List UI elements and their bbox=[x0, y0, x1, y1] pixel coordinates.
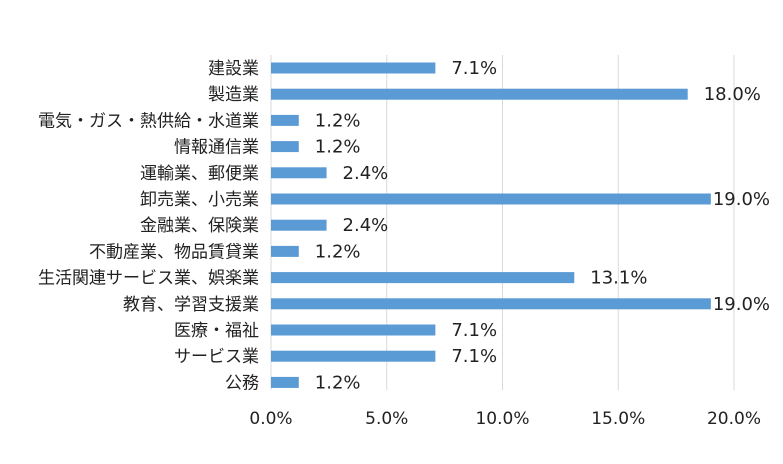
bar bbox=[271, 88, 688, 100]
value-label: 19.0% bbox=[713, 189, 770, 210]
x-tick-label: 15.0% bbox=[591, 409, 645, 429]
category-label: 公務 bbox=[225, 373, 259, 393]
x-tick-label: 5.0% bbox=[365, 409, 408, 429]
category-label: 建設業 bbox=[208, 59, 259, 79]
category-labels: 建設業製造業電気・ガス・熱供給・水道業情報通信業運輸業、郵便業卸売業、小売業金融… bbox=[38, 59, 259, 393]
x-tick-label: 0.0% bbox=[249, 409, 292, 429]
bar bbox=[271, 219, 327, 231]
x-tick-label: 10.0% bbox=[475, 409, 529, 429]
category-label: 不動産業、物品賃貸業 bbox=[89, 242, 259, 262]
bar bbox=[271, 245, 299, 257]
x-axis-ticks: 0.0% 5.0% 10.0% 15.0% 20.0% bbox=[249, 409, 761, 429]
bar bbox=[271, 298, 711, 310]
value-label: 2.4% bbox=[343, 215, 389, 236]
x-tick-label: 20.0% bbox=[707, 409, 761, 429]
category-label: 電気・ガス・熱供給・水道業 bbox=[38, 111, 259, 131]
value-label: 2.4% bbox=[343, 163, 389, 184]
bar bbox=[271, 193, 711, 205]
gridlines bbox=[270, 55, 735, 390]
category-label: 情報通信業 bbox=[174, 138, 259, 158]
value-label: 13.1% bbox=[590, 268, 647, 289]
value-label: 7.1% bbox=[451, 320, 497, 341]
bar bbox=[271, 167, 327, 179]
category-label: 生活関連サービス業、娯楽業 bbox=[38, 269, 259, 289]
bar bbox=[271, 62, 436, 74]
category-label: 医療・福祉 bbox=[174, 321, 259, 341]
value-labels: 7.1% 18.0% 1.2% 1.2% 2.4% 19.0% 2.4% 1.2% 13.1% 1… bbox=[315, 58, 770, 393]
value-label: 7.1% bbox=[451, 346, 497, 367]
category-label: 教育、学習支援業 bbox=[123, 295, 259, 315]
bar bbox=[271, 272, 575, 284]
category-label: 金融業、保険業 bbox=[140, 216, 259, 236]
bars bbox=[271, 62, 711, 388]
category-label: 運輸業、郵便業 bbox=[140, 164, 259, 184]
category-label: サービス業 bbox=[174, 347, 259, 367]
value-label: 19.0% bbox=[713, 294, 770, 315]
category-label: 製造業 bbox=[208, 85, 259, 105]
value-label: 1.2% bbox=[315, 241, 361, 262]
value-label: 7.1% bbox=[451, 58, 497, 79]
bar bbox=[271, 141, 299, 153]
category-label: 卸売業、小売業 bbox=[140, 190, 259, 210]
bar bbox=[271, 376, 299, 388]
bar bbox=[271, 114, 299, 126]
value-label: 1.2% bbox=[315, 372, 361, 393]
value-label: 18.0% bbox=[704, 84, 761, 105]
value-label: 1.2% bbox=[315, 137, 361, 158]
value-label: 1.2% bbox=[315, 110, 361, 131]
bar bbox=[271, 350, 436, 362]
bar bbox=[271, 324, 436, 336]
